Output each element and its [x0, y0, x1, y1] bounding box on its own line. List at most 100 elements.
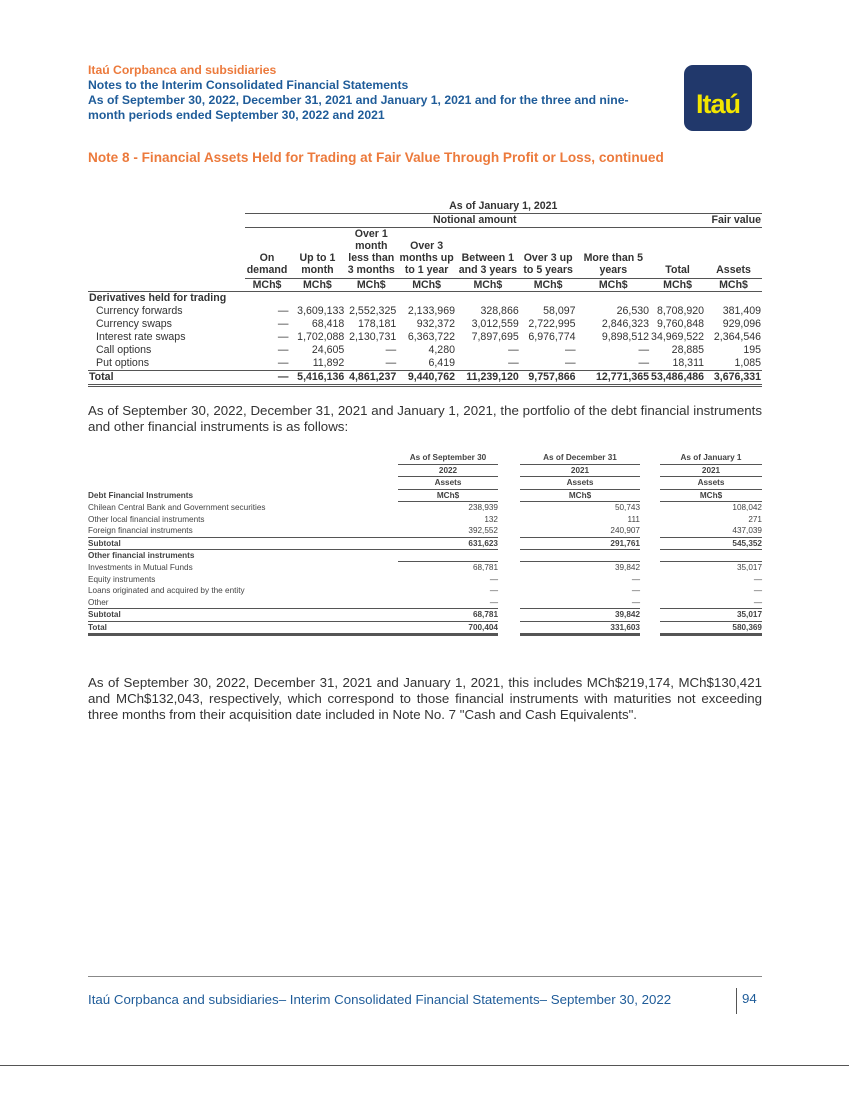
cell-value: —	[508, 344, 519, 356]
column-header-type: Assets	[520, 476, 640, 490]
cell-value: 6,363,722	[407, 331, 455, 343]
cell-value: 34,969,522	[651, 331, 705, 343]
cell-value: 2,130,731	[349, 331, 397, 343]
cell-value: 4,861,237	[345, 370, 398, 387]
cell-value: 932,372	[416, 318, 455, 330]
row-label: Currency forwards	[96, 305, 183, 317]
row-label: Put options	[96, 357, 150, 369]
cell-value: 178,181	[357, 318, 397, 330]
cell-value: 240,907	[610, 526, 640, 535]
section-label: Debt Financial Instruments	[88, 490, 194, 500]
cell-value: 68,418	[311, 318, 345, 330]
paragraph-cash-equivalents: As of September 30, 2022, December 31, 2…	[88, 675, 762, 722]
cell-value: 39,842	[520, 608, 640, 621]
subtotal-row: Subtotal 68,781 39,842 35,017	[88, 608, 762, 621]
table-row: Chilean Central Bank and Government secu…	[88, 502, 762, 514]
column-header: Up to 1 month	[289, 227, 346, 279]
column-header: Total	[650, 227, 706, 279]
table-row: Put options — 11,892 — 6,419 — — — 18,311 1,085	[88, 357, 762, 371]
cell-value: 39,842	[520, 561, 640, 574]
row-label: Total	[88, 370, 245, 387]
header-row-unit: Debt Financial Instruments MCh$ MCh$ MCh$	[88, 489, 762, 502]
document-header: Itaú Corpbanca and subsidiaries Notes to…	[88, 63, 648, 123]
fair-value-header: Fair value	[705, 213, 762, 228]
table-row: Loans originated and acquired by the ent…	[88, 585, 762, 597]
cell-value: 35,017	[660, 561, 762, 574]
row-label: Chilean Central Bank and Government secu…	[88, 502, 266, 512]
row-label: Subtotal	[88, 608, 398, 621]
cell-value: 331,603	[520, 620, 640, 636]
cell-value: 381,409	[722, 305, 761, 317]
cell-value: —	[489, 586, 498, 595]
cell-value: 24,605	[311, 344, 345, 356]
cell-value: 7,897,695	[471, 331, 519, 343]
cell-value: —	[631, 597, 640, 607]
header-row-year: 2022 2021 2021	[88, 464, 762, 477]
derivatives-table: As of January 1, 2021 Notional amount Fair…	[88, 200, 762, 387]
footer-text: Itaú Corpbanca and subsidiaries– Interim…	[88, 992, 672, 1007]
table-row: Other local financial instruments 132 111 2…	[88, 514, 762, 526]
header-row-date: As of September 30 As of December 31 As of…	[88, 452, 762, 465]
table-row: Equity instruments — — —	[88, 574, 762, 586]
row-label: Interest rate swaps	[96, 331, 186, 343]
cell-value: 111	[627, 514, 640, 524]
row-label: Equity instruments	[88, 574, 156, 584]
cell-value: 328,866	[480, 305, 519, 317]
column-header-date: As of January 1	[660, 452, 762, 465]
row-label: Investments in Mutual Funds	[88, 562, 193, 572]
row-label: Total	[88, 620, 398, 636]
unit-label: MCh$	[289, 278, 346, 292]
cell-value: 2,846,323	[601, 318, 650, 330]
section-label: Other financial instruments	[88, 549, 398, 562]
cell-value: 2,364,546	[713, 331, 761, 343]
column-header-unit: MCh$	[520, 489, 640, 502]
note-title: Note 8 - Financial Assets Held for Tradi…	[88, 150, 664, 165]
cell-value: 12,771,365	[576, 370, 651, 387]
subtotal-row: Subtotal 631,623 291,761 545,352	[88, 536, 762, 550]
cell-value: 28,885	[671, 344, 705, 356]
table-row: Call options — 24,605 — 4,280 — — — 28,885 195	[88, 344, 762, 357]
total-row: Total 700,404 331,603 580,369	[88, 620, 762, 636]
cell-value: 4,280	[428, 344, 455, 356]
debt-instruments-table: As of September 30 As of December 31 As of…	[88, 452, 762, 636]
column-header-row: On demand Up to 1 month Over 1 month less …	[88, 227, 762, 279]
column-header: Between 1 and 3 years	[455, 227, 520, 279]
cell-value: 50,743	[614, 503, 640, 512]
cell-value: —	[385, 344, 397, 356]
cell-value: 291,761	[520, 536, 640, 550]
table-row: Other — — —	[88, 597, 762, 609]
cell-value: 6,976,774	[528, 331, 576, 343]
table-row: Currency forwards — 3,609,133 2,552,325 2,13…	[88, 305, 762, 318]
column-header-unit: MCh$	[398, 489, 498, 502]
cell-value: 437,039	[732, 526, 762, 535]
itau-logo: Itaú	[684, 65, 752, 131]
cell-value: 631,623	[398, 536, 498, 550]
column-header: Over 3 up to 5 years	[519, 227, 577, 279]
header-row-type: Assets Assets Assets	[88, 476, 762, 490]
cell-value: 1,085	[734, 357, 761, 369]
table-row: Interest rate swaps — 1,702,088 2,130,731 6,…	[88, 331, 762, 344]
column-header-year: 2022	[398, 464, 498, 477]
cell-value: 35,017	[660, 608, 762, 621]
row-label: Call options	[96, 344, 152, 356]
cell-value: —	[631, 574, 640, 584]
table-row: Investments in Mutual Funds 68,781 39,842 3…	[88, 561, 762, 574]
cell-value: 68,781	[398, 561, 498, 574]
units-row: MCh$ MCh$ MCh$ MCh$ MCh$ MCh$ MCh$ MCh$ MCh$	[88, 278, 762, 292]
cell-value: 580,369	[660, 620, 762, 636]
cell-value: 11,892	[312, 357, 345, 369]
column-header: Over 3 months up to 1 year	[397, 227, 456, 279]
cell-value: 2,722,995	[528, 318, 576, 330]
cell-value: —	[277, 331, 289, 343]
cell-value: 53,486,486	[650, 370, 706, 387]
cell-value: 2,552,325	[349, 305, 397, 317]
cell-value: —	[508, 357, 519, 369]
cell-value: 8,708,920	[656, 305, 705, 317]
cell-value: —	[638, 344, 650, 356]
column-header: More than 5 years	[576, 227, 651, 279]
row-label: Loans originated and acquired by the ent…	[88, 586, 245, 595]
cell-value: 26,530	[616, 305, 650, 317]
date-header-row: As of January 1, 2021	[88, 200, 762, 214]
column-header-year: 2021	[660, 464, 762, 477]
row-label: Other local financial instruments	[88, 514, 205, 524]
